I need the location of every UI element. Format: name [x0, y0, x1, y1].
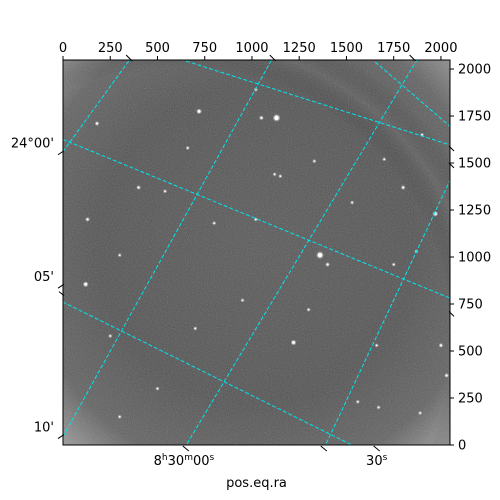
star	[439, 344, 443, 347]
star	[84, 282, 88, 286]
grid-line	[63, 60, 273, 437]
x-top-axis: 0 250 500 750 1000 1250 1500 1750 2000	[59, 41, 457, 60]
star	[95, 122, 99, 125]
coordinate-grid	[63, 60, 450, 445]
x-tick-label: 0	[59, 41, 67, 56]
x-axis-label: pos.eq.ra	[226, 476, 287, 491]
y-tick-label: 250	[458, 392, 483, 407]
edge-tick	[448, 311, 455, 317]
edge-tick	[448, 162, 455, 169]
edge-tick	[448, 145, 455, 152]
star	[137, 186, 140, 189]
star	[402, 186, 405, 189]
star	[186, 147, 189, 149]
star	[279, 175, 282, 178]
star	[254, 218, 257, 221]
dec-tick	[57, 434, 65, 440]
sky-image	[63, 60, 450, 445]
star	[197, 109, 201, 113]
dec-tick-label: 24°00'	[11, 137, 54, 152]
star	[109, 335, 112, 337]
ra-tick	[373, 445, 381, 452]
ra-tick	[182, 445, 190, 452]
star	[118, 254, 121, 257]
star	[273, 173, 276, 176]
plot-frame	[62, 59, 451, 446]
grid-line	[63, 138, 450, 299]
star	[164, 190, 166, 193]
x-tick-label: 2000	[424, 41, 457, 56]
star	[292, 341, 296, 345]
grid-line	[185, 60, 418, 445]
edge-tick	[125, 54, 133, 62]
star	[351, 201, 354, 204]
star	[326, 263, 329, 266]
star	[356, 400, 359, 403]
star	[213, 222, 216, 225]
x-tick-label: 1000	[235, 41, 268, 56]
grid-line	[372, 60, 450, 128]
dec-axis: 24°00' 05' 10'	[11, 137, 455, 440]
dec-tick	[57, 283, 65, 289]
grid-line	[63, 301, 354, 445]
x-tick-label: 1500	[330, 41, 363, 56]
y-tick-label: 750	[458, 298, 483, 313]
star	[375, 344, 378, 347]
star	[392, 263, 395, 266]
star	[419, 412, 422, 414]
ra-axis: 8h30m00s 30s	[125, 54, 416, 469]
star	[156, 387, 159, 390]
star	[313, 160, 316, 163]
y-tick-label: 0	[458, 439, 466, 454]
x-tick-label: 250	[98, 41, 123, 56]
star	[317, 252, 323, 258]
star	[260, 116, 263, 120]
x-tick-label: 1250	[283, 41, 316, 56]
y-tick-label: 1500	[458, 157, 491, 172]
y-tick-label: 1000	[458, 251, 491, 266]
star	[194, 327, 197, 330]
y-right-axis: 0 250 500 750 1000 1250 1500 1750 2000	[450, 63, 491, 454]
star	[445, 374, 448, 377]
x-tick-label: 1750	[377, 41, 410, 56]
stars	[83, 87, 449, 419]
star	[241, 299, 244, 302]
star	[307, 308, 310, 311]
ra-tick-label: 8h30m00s	[154, 453, 215, 469]
star	[274, 115, 279, 121]
dec-tick-label: 05'	[34, 270, 54, 285]
ra-tick	[320, 445, 328, 452]
image-noise	[63, 60, 450, 445]
edge-tick	[409, 54, 416, 62]
y-tick-label: 2000	[458, 63, 491, 78]
y-tick-label: 1750	[458, 110, 491, 125]
y-tick-label: 1250	[458, 204, 491, 219]
ra-tick-label: 30s	[366, 453, 388, 469]
grid-line	[324, 178, 450, 445]
x-tick-label: 500	[145, 41, 170, 56]
dec-tick	[57, 150, 65, 156]
star	[421, 133, 423, 136]
star	[377, 406, 380, 409]
x-tick-label: 750	[192, 41, 217, 56]
grid-line	[63, 60, 131, 153]
edge-tick	[58, 291, 65, 296]
star	[118, 415, 121, 418]
star	[383, 158, 386, 161]
star	[86, 218, 89, 221]
y-tick-label: 500	[458, 345, 483, 360]
edge-tick	[269, 54, 277, 62]
dec-tick-label: 10'	[34, 421, 54, 436]
